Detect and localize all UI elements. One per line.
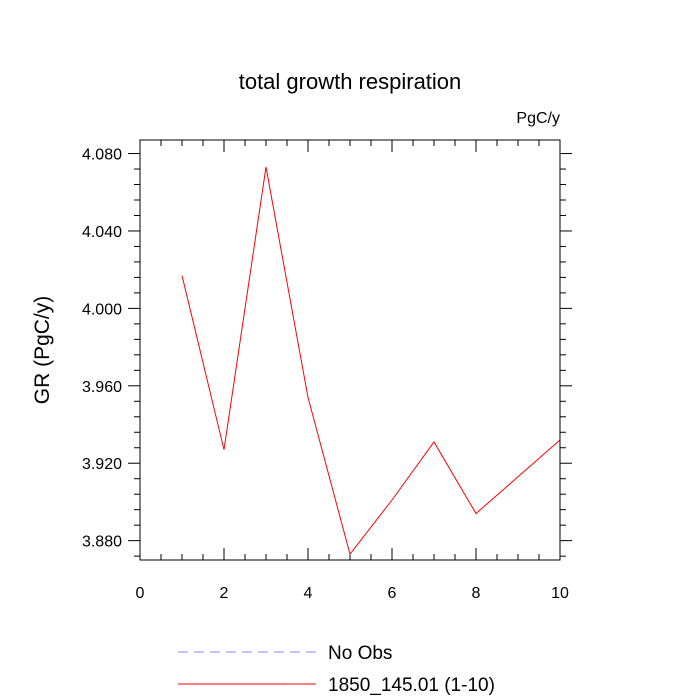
chart-title: total growth respiration [239,69,462,94]
x-tick-label: 10 [551,585,569,602]
legend: No Obs 1850_145.01 (1-10) [178,643,495,696]
y-tick-label: 3.960 [82,379,122,396]
legend-label: No Obs [328,643,392,664]
plot-series [181,167,561,556]
y-tick-label: 3.880 [82,534,122,551]
y-tick-label: 4.000 [82,301,122,318]
y-tick-label: 3.920 [82,456,122,473]
y-axis-label: GR (PgC/y) [31,296,54,405]
series-line [181,167,561,556]
x-tick-label: 2 [220,585,229,602]
x-tick-label: 8 [472,585,481,602]
x-tick-label: 6 [388,585,397,602]
axis-ticks [128,140,572,560]
x-tick-label: 0 [136,585,145,602]
plot-frame [139,139,561,561]
units-label: PgC/y [516,110,560,127]
y-tick-label: 4.040 [82,224,122,241]
y-tick-label: 4.080 [82,147,122,164]
tick-labels: 0 2 4 6 8 10 3.880 3.920 3.960 4.000 4.040 4.080 [82,147,569,602]
legend-label: 1850_145.01 (1-10) [328,675,495,696]
x-tick-label: 4 [304,585,313,602]
